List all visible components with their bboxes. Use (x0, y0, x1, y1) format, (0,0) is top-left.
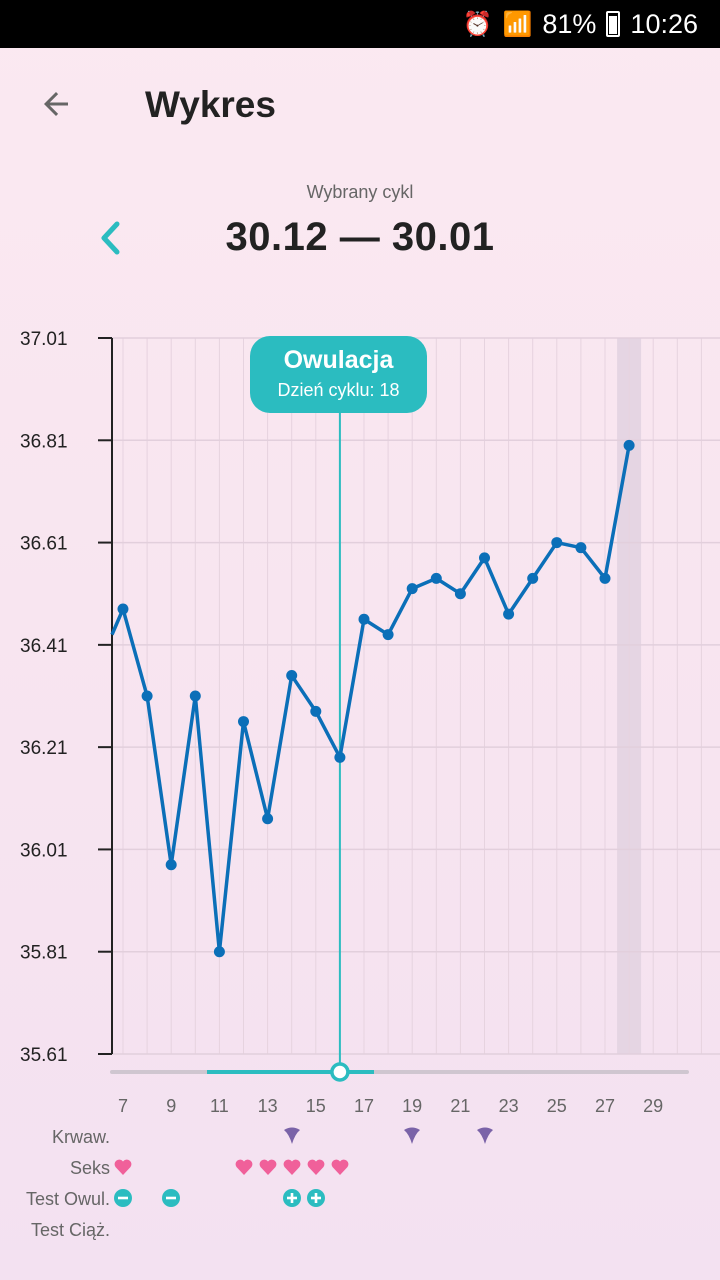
ovulation-test-row-label: Test Owul. (26, 1189, 110, 1210)
heart-icon (234, 1157, 254, 1177)
cycle-range: 30.12 — 30.01 (0, 215, 720, 260)
alarm-icon: ⏰ (463, 10, 493, 39)
plus-circle-icon (282, 1188, 302, 1208)
temperature-point (334, 752, 345, 763)
temperature-point (479, 552, 490, 563)
temperature-point (383, 629, 394, 640)
drop-icon (475, 1126, 495, 1146)
temperature-point (455, 588, 466, 599)
back-button[interactable] (30, 78, 82, 130)
x-tick-label: 7 (118, 1096, 128, 1116)
temperature-point (551, 537, 562, 548)
heart-icon (258, 1157, 278, 1177)
temperature-point (286, 670, 297, 681)
x-tick-label: 19 (402, 1096, 422, 1116)
temperature-point (190, 691, 201, 702)
scrub-handle[interactable] (332, 1064, 348, 1080)
status-bar: ⏰ 📶 81% 10:26 (0, 0, 720, 48)
battery-icon (606, 11, 620, 37)
x-tick-label: 13 (258, 1096, 278, 1116)
heart-icon (113, 1157, 133, 1177)
temperature-point (575, 542, 586, 553)
heart-icon (282, 1157, 302, 1177)
temperature-point (310, 706, 321, 717)
minus-circle-icon (113, 1188, 133, 1208)
battery-percent: 81% (542, 9, 596, 40)
temperature-point (624, 440, 635, 451)
x-tick-label: 21 (450, 1096, 470, 1116)
temperature-point (407, 583, 418, 594)
temperature-point (262, 813, 273, 824)
tooltip-subtitle: Dzień cyklu: 18 (250, 380, 427, 401)
temperature-point (166, 859, 177, 870)
x-tick-label: 29 (643, 1096, 663, 1116)
app-bar: Wykres (0, 48, 720, 160)
x-tick-label: 9 (166, 1096, 176, 1116)
x-tick-label: 27 (595, 1096, 615, 1116)
x-tick-label: 11 (210, 1096, 229, 1116)
heart-icon (330, 1157, 350, 1177)
arrow-left-icon (38, 86, 74, 122)
drop-icon (282, 1126, 302, 1146)
temperature-point (600, 573, 611, 584)
temperature-point (359, 614, 370, 625)
plus-circle-icon (306, 1188, 326, 1208)
temperature-point (238, 716, 249, 727)
y-tick-label: 35.61 (20, 1045, 68, 1066)
tooltip-title: Owulacja (250, 346, 427, 375)
y-tick-label: 36.21 (20, 738, 68, 759)
y-tick-label: 36.41 (20, 636, 68, 657)
clock: 10:26 (630, 9, 698, 40)
pregnancy-test-row-label: Test Ciąż. (31, 1220, 110, 1241)
temperature-point (214, 946, 225, 957)
cycle-label: Wybrany cykl (0, 182, 720, 203)
y-tick-label: 36.61 (20, 534, 68, 555)
minus-circle-icon (161, 1188, 181, 1208)
x-tick-label: 15 (306, 1096, 326, 1116)
page-title: Wykres (145, 84, 276, 126)
temperature-point (527, 573, 538, 584)
y-tick-label: 36.01 (20, 840, 68, 861)
ovulation-tooltip: Owulacja Dzień cyklu: 18 (250, 336, 427, 413)
x-tick-label: 25 (547, 1096, 567, 1116)
temperature-point (142, 691, 153, 702)
y-tick-label: 37.01 (20, 329, 68, 350)
heart-icon (306, 1157, 326, 1177)
sex-row-label: Seks (70, 1158, 110, 1179)
bleeding-row-label: Krwaw. (52, 1127, 110, 1148)
temperature-line (112, 445, 629, 951)
x-tick-label: 17 (354, 1096, 374, 1116)
temperature-point (503, 609, 514, 620)
temperature-chart[interactable]: 37.01 36.81 36.61 36.41 36.21 36.01 35.81 35.61… (0, 320, 720, 1120)
temperature-point (431, 573, 442, 584)
temperature-point (118, 604, 129, 615)
drop-icon (402, 1126, 422, 1146)
wifi-icon: 📶 (502, 10, 532, 39)
y-tick-label: 36.81 (20, 431, 68, 452)
y-tick-label: 35.81 (20, 943, 68, 964)
x-tick-label: 23 (499, 1096, 519, 1116)
